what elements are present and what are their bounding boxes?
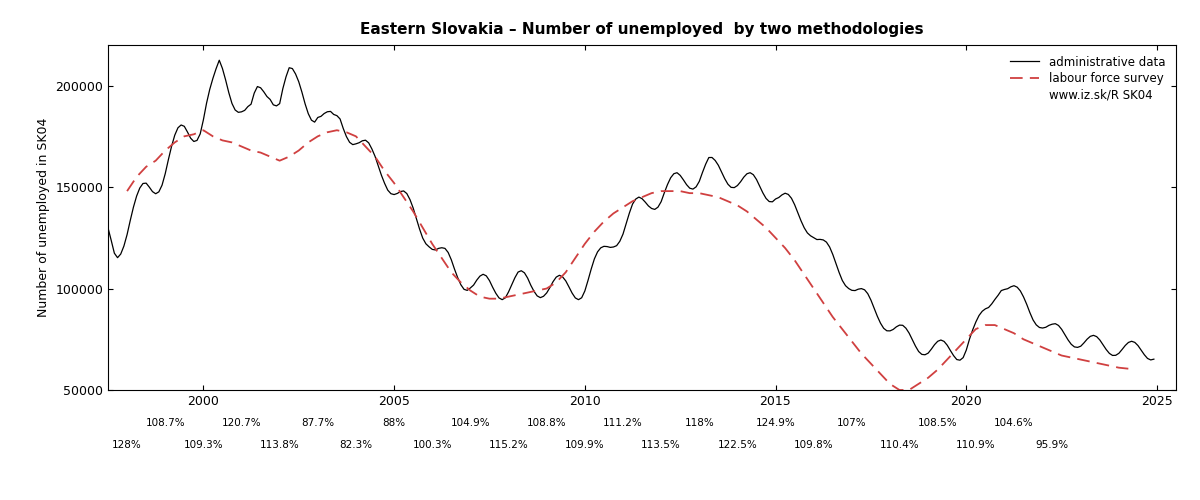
Text: 113.5%: 113.5% [641, 440, 680, 450]
Text: 88%: 88% [383, 418, 406, 428]
Text: 110.9%: 110.9% [956, 440, 996, 450]
labour force survey [149, 158, 163, 164]
Text: 111.2%: 111.2% [604, 418, 643, 428]
Text: 115.2%: 115.2% [488, 440, 528, 450]
Title: Eastern Slovakia – Number of unemployed  by two methodologies: Eastern Slovakia – Number of unemployed … [360, 22, 924, 37]
Text: 113.8%: 113.8% [259, 440, 300, 450]
Text: 107%: 107% [836, 418, 866, 428]
administrative data [1115, 346, 1129, 352]
labour force survey [721, 198, 736, 204]
Text: 109.8%: 109.8% [794, 440, 834, 450]
Text: 87.7%: 87.7% [301, 418, 335, 428]
Text: 104.6%: 104.6% [994, 418, 1033, 428]
administrative data [130, 193, 144, 199]
labour force survey [120, 188, 134, 194]
administrative data [953, 357, 967, 363]
Text: 124.9%: 124.9% [756, 418, 796, 428]
labour force survey [1007, 330, 1021, 336]
Text: 108.8%: 108.8% [527, 418, 566, 428]
administrative data [1147, 356, 1162, 362]
labour force survey [196, 127, 210, 133]
Line: labour force survey: labour force survey [127, 130, 1128, 390]
Text: 82.3%: 82.3% [340, 440, 372, 450]
Text: 108.5%: 108.5% [918, 418, 958, 428]
labour force survey [893, 387, 907, 393]
Text: 108.7%: 108.7% [145, 418, 185, 428]
Text: 122.5%: 122.5% [718, 440, 757, 450]
Text: 110.4%: 110.4% [880, 440, 919, 450]
Text: 109.9%: 109.9% [565, 440, 605, 450]
administrative data [222, 90, 236, 96]
Legend: administrative data, labour force survey, www.iz.sk/R SK04: administrative data, labour force survey… [1006, 51, 1170, 106]
administrative data [758, 196, 773, 202]
Line: administrative data: administrative data [108, 60, 1154, 360]
Text: 100.3%: 100.3% [413, 440, 452, 450]
Text: 120.7%: 120.7% [222, 418, 262, 428]
administrative data [184, 135, 198, 141]
Text: 118%: 118% [684, 418, 714, 428]
administrative data [212, 57, 227, 63]
administrative data [1022, 310, 1037, 316]
labour force survey [778, 245, 792, 251]
labour force survey [712, 194, 726, 200]
Text: 104.9%: 104.9% [450, 418, 490, 428]
Text: 95.9%: 95.9% [1036, 440, 1068, 450]
Text: 128%: 128% [112, 440, 142, 450]
labour force survey [816, 300, 830, 306]
Text: 109.3%: 109.3% [184, 440, 223, 450]
Y-axis label: Number of unemployed in SK04: Number of unemployed in SK04 [37, 118, 49, 317]
labour force survey [1121, 366, 1135, 372]
administrative data [101, 225, 115, 231]
